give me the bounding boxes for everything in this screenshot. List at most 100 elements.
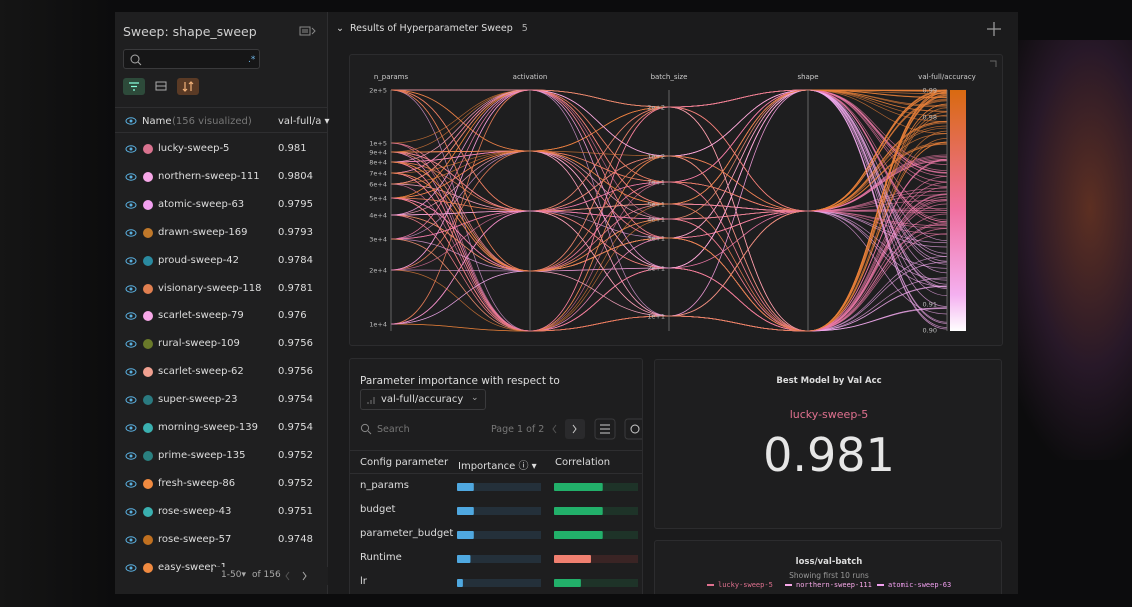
run-row[interactable]: proud-sweep-42 0.9784 bbox=[115, 253, 328, 273]
eye-icon[interactable] bbox=[125, 339, 137, 349]
run-row[interactable]: fresh-sweep-86 0.9752 bbox=[115, 476, 328, 496]
run-row[interactable]: lucky-sweep-5 0.981 bbox=[115, 141, 328, 161]
eye-icon[interactable] bbox=[125, 535, 137, 545]
axis-tick-label: 4e+4 bbox=[369, 212, 387, 220]
loss-title: loss/val-batch bbox=[795, 557, 863, 567]
metric-header[interactable]: val-full/a ▾ bbox=[278, 116, 330, 127]
axis-tick-label: 0.90 bbox=[923, 327, 937, 335]
search-input[interactable]: Search bbox=[377, 424, 410, 435]
axis-tick-label: 8e+4 bbox=[369, 159, 387, 167]
run-color bbox=[143, 339, 153, 350]
importance-track bbox=[457, 579, 541, 587]
run-color bbox=[143, 367, 153, 378]
run-row[interactable]: atomic-sweep-63 0.9795 bbox=[115, 197, 328, 217]
run-value: 0.9756 bbox=[278, 338, 313, 350]
legend-label: atomic-sweep-63 bbox=[888, 581, 952, 589]
eye-icon[interactable] bbox=[125, 284, 137, 294]
run-name: rose-sweep-43 bbox=[158, 505, 232, 517]
axis-tick-label: 0.91 bbox=[923, 301, 937, 309]
row-bars bbox=[457, 531, 638, 539]
eye-icon[interactable] bbox=[125, 200, 137, 210]
run-row[interactable]: rural-sweep-109 0.9756 bbox=[115, 336, 328, 356]
run-color bbox=[143, 478, 153, 489]
row-bars bbox=[457, 483, 638, 491]
correlation-track bbox=[554, 579, 638, 587]
metric-dropdown[interactable]: val-full/accuracy ⌄ bbox=[360, 389, 486, 410]
sort-button[interactable] bbox=[177, 78, 199, 95]
background-edge bbox=[0, 0, 115, 607]
legend-label: northern-sweep-111 bbox=[796, 581, 872, 589]
importance-bar bbox=[457, 579, 463, 587]
loss-panel: loss/val-batch Showing first 10 runs luc… bbox=[654, 540, 1002, 594]
importance-track bbox=[457, 531, 541, 539]
eye-icon[interactable] bbox=[125, 367, 137, 377]
run-name: drawn-sweep-169 bbox=[158, 226, 248, 238]
column-header[interactable]: Importance ⓘ ▾ bbox=[458, 461, 537, 472]
importance-bar bbox=[457, 507, 474, 515]
run-row[interactable]: prime-sweep-135 0.9752 bbox=[115, 448, 328, 468]
axis-tick-label: 6e+4 bbox=[369, 181, 387, 189]
axis-tick-label: 2e+1 bbox=[647, 265, 665, 273]
legend-item: atomic-sweep-63 bbox=[877, 581, 951, 589]
search-box[interactable]: .* bbox=[123, 49, 260, 69]
eye-icon[interactable] bbox=[125, 563, 137, 573]
page-arrows[interactable] bbox=[283, 570, 313, 582]
run-row[interactable]: rose-sweep-43 0.9751 bbox=[115, 504, 328, 524]
run-row[interactable]: super-sweep-23 0.9754 bbox=[115, 392, 328, 412]
run-line bbox=[390, 89, 948, 205]
page-range[interactable]: 1-50▾ bbox=[221, 570, 246, 580]
run-row[interactable]: easy-sweep-1 bbox=[115, 560, 328, 580]
group-button[interactable] bbox=[151, 78, 171, 95]
legend-swatch bbox=[707, 584, 714, 586]
run-row[interactable]: visionary-sweep-118 0.9781 bbox=[115, 281, 328, 301]
run-name: lucky-sweep-5 bbox=[158, 143, 230, 154]
section-title: Results of Hyperparameter Sweep bbox=[350, 23, 513, 34]
visualized-count: (156 visualized) bbox=[172, 116, 252, 127]
axis-tick-label: 0.98 bbox=[923, 114, 937, 122]
best-model-panel: Best Model by Val Acc lucky-sweep-5 0.98… bbox=[654, 359, 1002, 529]
eye-icon[interactable] bbox=[125, 507, 137, 517]
correlation-bar bbox=[554, 579, 581, 587]
run-line bbox=[390, 130, 948, 332]
eye-icon[interactable] bbox=[125, 256, 137, 266]
eye-icon[interactable] bbox=[125, 116, 137, 126]
eye-icon[interactable] bbox=[125, 423, 137, 433]
axis-tick-label: 5e+1 bbox=[647, 201, 665, 209]
run-name: visionary-sweep-118 bbox=[158, 282, 262, 294]
run-row[interactable]: scarlet-sweep-62 0.9756 bbox=[115, 364, 328, 384]
axis-title: n_params bbox=[374, 73, 409, 81]
run-row[interactable]: northern-sweep-111 0.9804 bbox=[115, 169, 328, 189]
importance-track bbox=[457, 507, 541, 515]
eye-icon[interactable] bbox=[125, 144, 137, 154]
table-controls[interactable] bbox=[542, 418, 642, 440]
eye-icon[interactable] bbox=[125, 479, 137, 489]
eye-icon[interactable] bbox=[125, 228, 137, 238]
eye-icon[interactable] bbox=[125, 311, 137, 321]
run-value: 0.976 bbox=[278, 310, 307, 322]
run-name: rose-sweep-57 bbox=[158, 533, 232, 545]
column-header: Correlation bbox=[555, 457, 611, 468]
page-range-text: 1-50 bbox=[221, 570, 242, 580]
toggle-icon[interactable] bbox=[299, 26, 317, 38]
name-header[interactable]: Name bbox=[142, 116, 172, 127]
run-row[interactable]: drawn-sweep-169 0.9793 bbox=[115, 225, 328, 245]
axis-tick-label: 4e+1 bbox=[647, 216, 665, 224]
parameter-importance-panel: Parameter importance with respect to val… bbox=[349, 358, 643, 594]
eye-icon[interactable] bbox=[125, 395, 137, 405]
best-model-title: Best Model by Val Acc bbox=[776, 376, 882, 386]
add-panel-button[interactable] bbox=[986, 21, 1002, 37]
eye-icon[interactable] bbox=[125, 172, 137, 182]
section-header[interactable]: ⌄ Results of Hyperparameter Sweep 5 bbox=[336, 23, 528, 34]
eye-icon[interactable] bbox=[125, 451, 137, 461]
axis-tick-label: 5e+4 bbox=[369, 195, 387, 203]
legend-item: lucky-sweep-5 bbox=[707, 581, 773, 589]
run-row[interactable]: rose-sweep-57 0.9748 bbox=[115, 532, 328, 552]
axis-tick-label: 1e+4 bbox=[369, 321, 387, 329]
run-row[interactable]: morning-sweep-139 0.9754 bbox=[115, 420, 328, 440]
filter-button[interactable] bbox=[123, 78, 145, 95]
run-row[interactable]: scarlet-sweep-79 0.976 bbox=[115, 308, 328, 328]
axis-tick-label: 3e+1 bbox=[647, 235, 665, 243]
axis-tick-label: 2e+2 bbox=[647, 104, 665, 112]
param-name: n_params bbox=[360, 480, 410, 491]
